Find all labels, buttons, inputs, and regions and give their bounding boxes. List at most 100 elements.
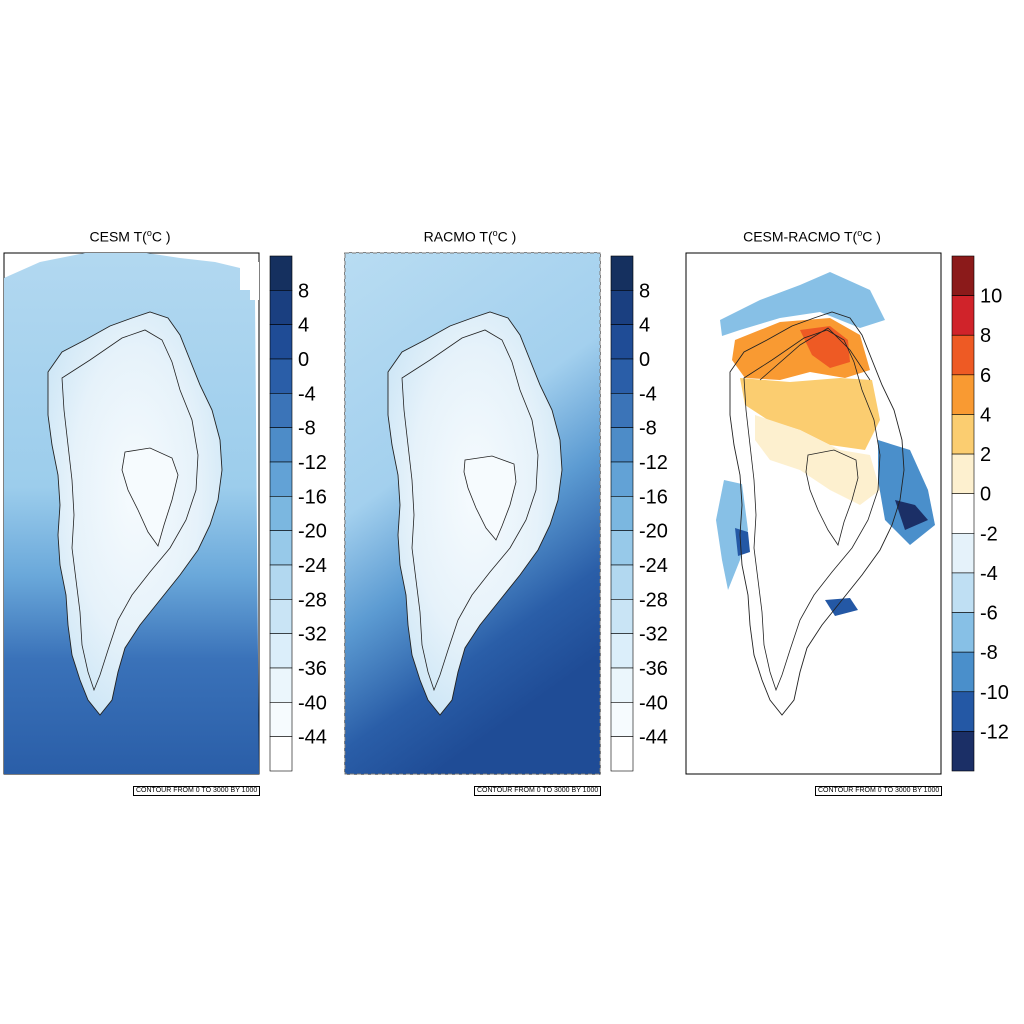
- ridge-line: [759, 327, 871, 381]
- colorbar-swatch: [610, 667, 634, 703]
- colorbar-swatch: [951, 691, 975, 732]
- colorbar-swatch: [269, 736, 293, 772]
- colorbar-swatch: [269, 667, 293, 703]
- title-text: CESM-RACMO T(: [743, 228, 858, 245]
- colorbar-tick-label: -24: [639, 555, 668, 577]
- colorbar-tick-label: 8: [639, 280, 650, 302]
- colorbar-tick-label: 8: [980, 325, 991, 347]
- colorbar-swatch: [951, 533, 975, 574]
- colorbar-cesm: 8 4 0 -4 -8 -12 -16 -20 -24 -28 -32 -36 -40 -44: [269, 255, 327, 772]
- colorbar-swatch: [269, 702, 293, 737]
- colorbar-tick-label: 2: [980, 444, 991, 466]
- colorbar-swatch: [269, 358, 293, 394]
- colorbar-swatch: [951, 295, 975, 336]
- title-unit: C ): [862, 228, 881, 245]
- colorbar-swatch: [610, 290, 634, 325]
- colorbar-tick-label: -28: [639, 589, 668, 611]
- colorbar-tick-label: 0: [980, 484, 991, 506]
- contour-note-difference: CONTOUR FROM 0 TO 3000 BY 1000: [815, 786, 943, 796]
- colorbar-swatch: [269, 324, 293, 360]
- greenland-coastline: [729, 311, 905, 716]
- colorbar-swatch: [610, 324, 634, 360]
- colorbar-tick-label: -44: [639, 727, 668, 749]
- colorbar-tick-label: -20: [298, 521, 327, 543]
- colorbar-swatch: [269, 496, 293, 531]
- colorbar-tick-label: -32: [298, 624, 327, 646]
- panel-title-racmo: RACMO T(oC ): [400, 228, 540, 245]
- cesm-outer-step-edge: [240, 262, 259, 300]
- diff-negative-north: [720, 272, 885, 336]
- elevation-contour-3000: [463, 455, 517, 541]
- colorbar-tick-label: -36: [639, 658, 668, 680]
- colorbar-tick-label: -12: [298, 452, 327, 474]
- greenland-coastline: [387, 311, 563, 716]
- colorbar-racmo: 8 4 0 -4 -8 -12 -16 -20 -24 -28 -32 -36 -40 -44: [610, 255, 668, 772]
- diff-negative-west: [716, 480, 748, 590]
- colorbar-swatch: [269, 290, 293, 325]
- colorbar-tick-label: -12: [639, 452, 668, 474]
- colorbar-swatch: [951, 334, 975, 376]
- colorbar-swatch: [610, 736, 634, 772]
- colorbar-swatch: [951, 651, 975, 693]
- title-text: CESM T(: [89, 228, 147, 245]
- title-unit: C ): [151, 228, 171, 245]
- colorbar-swatch: [610, 564, 634, 600]
- colorbar-tick-label: 0: [298, 349, 309, 371]
- title-degree: o: [492, 228, 498, 238]
- panel-title-cesm: CESM T(oC ): [60, 228, 200, 245]
- colorbar-tick-label: -32: [639, 624, 668, 646]
- colorbar-tick-label: 10: [980, 286, 1002, 308]
- colorbar-tick-label: 4: [980, 404, 991, 426]
- colorbar-swatch: [269, 530, 293, 566]
- greenland-coastline: [47, 311, 223, 716]
- colorbar-difference: 10 8 6 4 2 0 -2 -4 -6 -8 -10 -12: [951, 255, 1009, 772]
- colorbar-swatch: [610, 461, 634, 497]
- colorbar-swatch: [951, 255, 975, 296]
- diff-positive-faint: [755, 415, 880, 505]
- colorbar-tick-label: -4: [639, 383, 657, 405]
- colorbar-tick-label: -40: [639, 692, 668, 714]
- colorbar-tick-label: -8: [639, 418, 657, 440]
- diff-positive-light: [740, 378, 880, 450]
- colorbar-tick-label: 6: [980, 365, 991, 387]
- colorbar-tick-label: -8: [298, 418, 316, 440]
- title-unit: C ): [497, 228, 517, 245]
- colorbar-swatch: [610, 599, 634, 634]
- elevation-contour-1000: [61, 329, 199, 692]
- colorbar-tick-label: -6: [980, 603, 998, 625]
- colorbar-swatch: [610, 393, 634, 428]
- elevation-contour-1000: [743, 329, 881, 692]
- colorbar-swatch: [269, 255, 293, 291]
- colorbar-tick-label: 0: [639, 349, 650, 371]
- colorbar-swatch: [269, 427, 293, 463]
- colorbar-swatch: [610, 702, 634, 737]
- map-cesm: [3, 252, 260, 775]
- elevation-contour-3000: [121, 447, 179, 547]
- colorbar-swatch: [269, 393, 293, 428]
- colorbar-swatch: [269, 633, 293, 669]
- colorbar-tick-label: -36: [298, 658, 327, 680]
- colorbar-swatch: [610, 530, 634, 566]
- colorbar-tick-label: 8: [298, 280, 309, 302]
- colorbar-swatch: [951, 453, 975, 494]
- colorbar-swatch: [951, 612, 975, 653]
- colorbar-tick-label: -4: [980, 563, 998, 585]
- colorbar-swatch: [610, 255, 634, 291]
- colorbar-swatch: [951, 374, 975, 415]
- colorbar-tick-label: -16: [298, 486, 327, 508]
- colorbar-tick-label: 4: [298, 315, 309, 337]
- elevation-contour-3000: [805, 449, 859, 546]
- colorbar-tick-label: -24: [298, 555, 327, 577]
- colorbar-tick-label: -20: [639, 521, 668, 543]
- colorbar-tick-label: -12: [980, 721, 1009, 743]
- elevation-contour-1000: [401, 329, 539, 692]
- colorbar-swatch: [951, 414, 975, 455]
- panel-title-difference: CESM-RACMO T(oC ): [722, 228, 902, 245]
- colorbar-swatch: [951, 731, 975, 772]
- colorbar-tick-label: -16: [639, 486, 668, 508]
- colorbar-swatch: [610, 633, 634, 669]
- map-racmo: [344, 252, 601, 775]
- map-frame-dashed: [344, 252, 601, 775]
- colorbar-tick-label: -2: [980, 523, 998, 545]
